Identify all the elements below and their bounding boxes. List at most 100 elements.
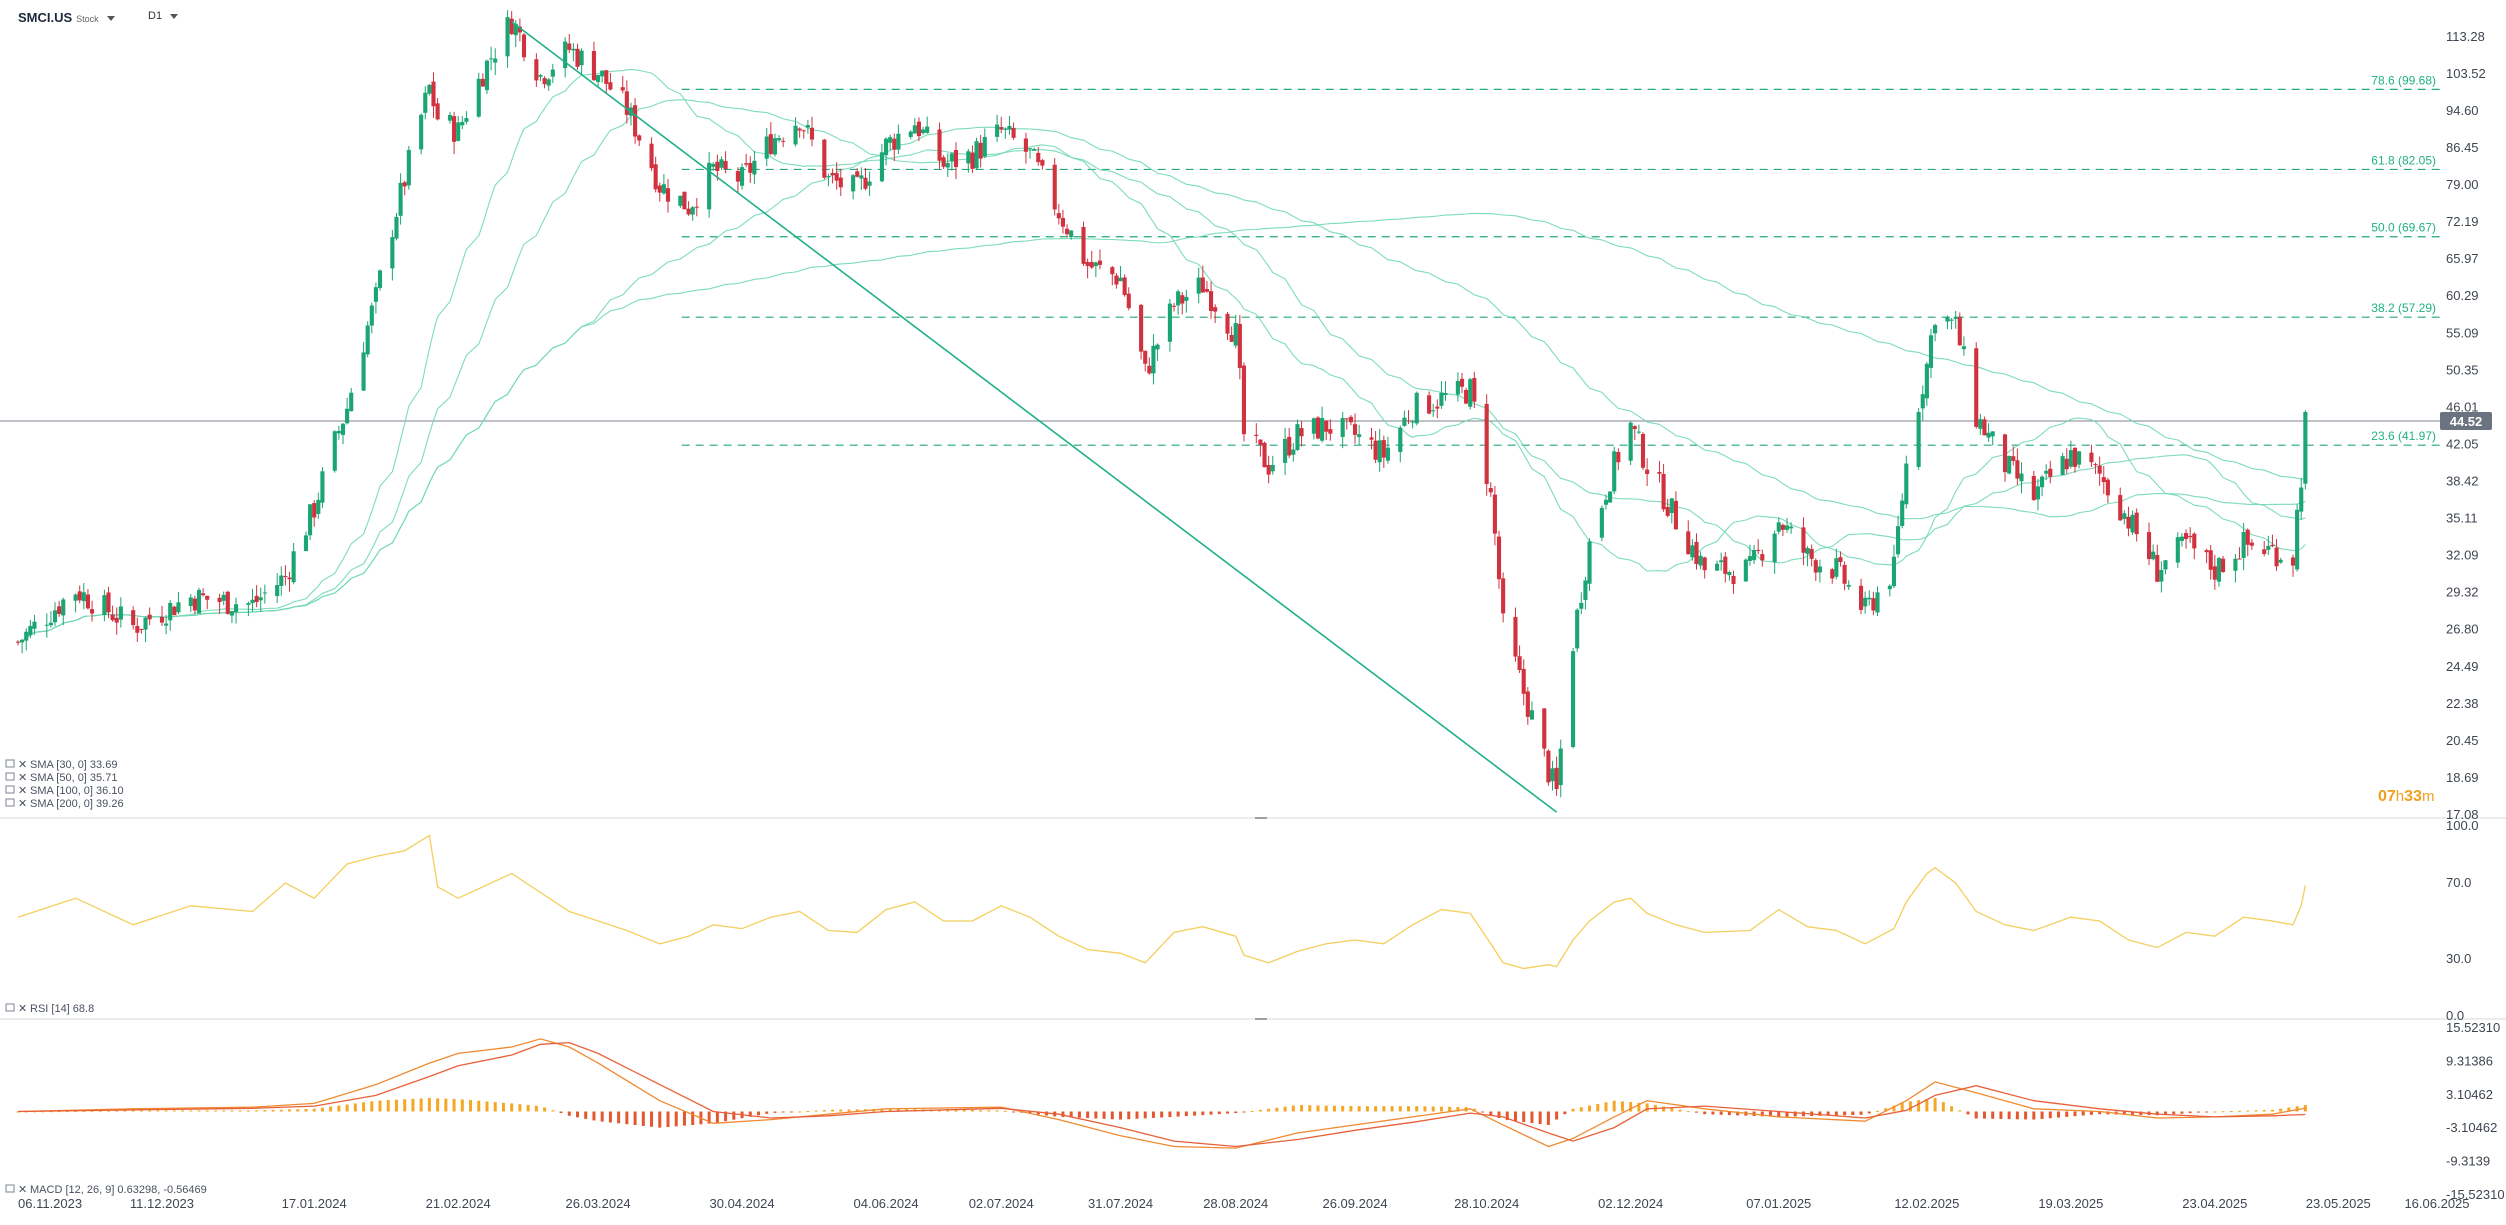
candle [1669, 498, 1674, 524]
candle [229, 610, 234, 624]
candle [2105, 477, 2110, 503]
macd-bar [197, 1110, 201, 1112]
candle-body [369, 305, 374, 326]
candle-body [1097, 260, 1103, 265]
macd-bar [1094, 1111, 1098, 1119]
macd-bar [271, 1109, 275, 1112]
candle-body [394, 216, 399, 239]
candle [2130, 510, 2135, 535]
macd-bar [641, 1111, 645, 1126]
price-axis-tick: 46.01 [2446, 399, 2479, 414]
candle-body [1431, 410, 1436, 412]
candle-body [867, 181, 872, 186]
sma-line-50 [17, 99, 2306, 643]
candle-body [2245, 529, 2250, 545]
macd-bar [1703, 1111, 1707, 1115]
candle-body [2011, 456, 2016, 461]
candle-body [102, 595, 107, 615]
candle-body [608, 82, 613, 90]
candle [1081, 221, 1086, 267]
candle [1978, 413, 1983, 436]
candle [1064, 224, 1070, 238]
candle-body [1455, 380, 1460, 395]
candle [1690, 539, 1695, 561]
candle [320, 467, 325, 508]
macd-bar [82, 1110, 86, 1112]
macd-bar [189, 1110, 193, 1112]
candle-body [1023, 138, 1028, 152]
sma-line-200 [17, 212, 2306, 643]
candle-body [1406, 420, 1411, 422]
candle-body [1501, 578, 1506, 614]
candle-body [1756, 549, 1761, 551]
macd-bar [757, 1111, 761, 1116]
candle [1616, 448, 1621, 471]
candle-body [2179, 536, 2184, 541]
candle-body [1184, 296, 1189, 301]
macd-bar [378, 1100, 382, 1112]
candle [1200, 265, 1205, 293]
candle-body [188, 597, 193, 607]
candle [1459, 373, 1465, 394]
price-axis-tick: 29.32 [2446, 585, 2479, 600]
candle [1348, 415, 1353, 426]
candle [102, 589, 107, 622]
candle-body [1167, 303, 1172, 342]
macd-bar [16, 1111, 20, 1113]
macd-bar [2196, 1111, 2200, 1113]
candle-body [534, 59, 539, 81]
candle-body [550, 69, 555, 77]
candle-body [1402, 417, 1407, 426]
candle-body [1266, 464, 1271, 475]
candle-body [715, 161, 720, 171]
candle [1612, 446, 1617, 495]
candle [1867, 590, 1872, 606]
candle-body [768, 134, 773, 155]
candle [999, 116, 1004, 134]
candle-body [1315, 417, 1321, 439]
candle [822, 138, 827, 180]
candle-body [275, 585, 280, 597]
candle [476, 72, 481, 118]
candle [1484, 394, 1489, 496]
candle-body [233, 604, 239, 613]
candle [1780, 523, 1785, 536]
candle [447, 111, 453, 124]
candle [192, 595, 197, 615]
macd-bar [2287, 1107, 2291, 1112]
price-axis-tick: 20.45 [2446, 733, 2479, 748]
candle-body [431, 81, 436, 107]
macd-bar [946, 1109, 950, 1112]
macd-bar [1662, 1106, 1666, 1112]
timeframe-selector[interactable]: D1 [148, 10, 179, 22]
fibonacci-label: 50.0 (69.67) [2371, 221, 2436, 235]
candle [2245, 528, 2250, 557]
candle [2002, 433, 2008, 482]
candle [1213, 304, 1218, 323]
candle-body [1542, 708, 1547, 749]
macd-bar [970, 1110, 974, 1112]
macd-bar [1876, 1110, 1880, 1112]
candle-body [809, 127, 815, 140]
macd-bar [1818, 1111, 1822, 1116]
candle [2299, 477, 2304, 520]
candle-body [1036, 152, 1041, 163]
macd-bar [1686, 1111, 1690, 1113]
candle [1496, 530, 1502, 589]
candle-body [1830, 569, 1835, 579]
macd-bar [1119, 1111, 1123, 1120]
symbol-selector[interactable]: SMCI.US Stock [18, 10, 115, 25]
candle [2179, 533, 2184, 547]
candle [2233, 554, 2238, 583]
candle-body [1381, 440, 1386, 458]
candle-body [649, 143, 654, 169]
macd-bar [1711, 1111, 1715, 1115]
candle [1184, 289, 1189, 313]
macd-bar [156, 1110, 160, 1112]
candle-body [735, 171, 740, 182]
candle-body [2221, 558, 2226, 573]
candle [739, 163, 745, 190]
candle-body [1171, 305, 1177, 307]
candle [1772, 530, 1777, 574]
